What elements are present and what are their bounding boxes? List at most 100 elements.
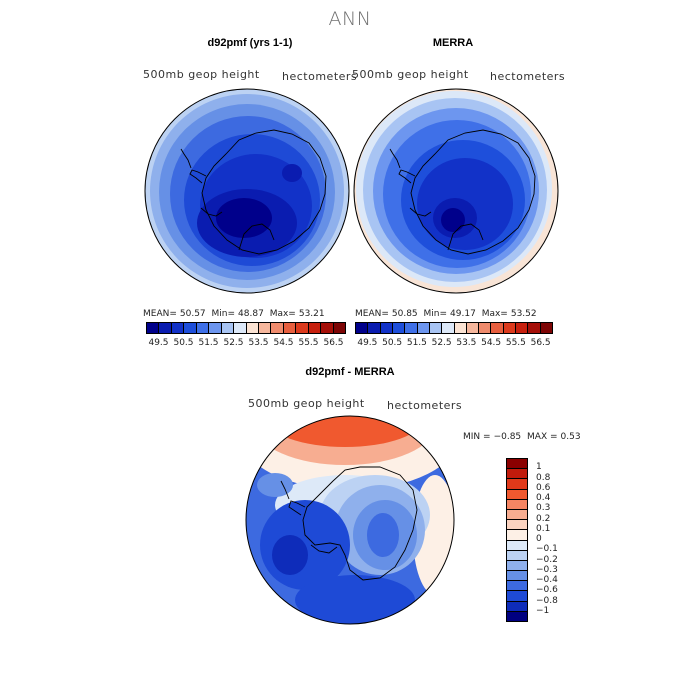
colorbar-obs-swatch bbox=[516, 323, 529, 333]
colorbar-diff-tick-label: 0 bbox=[536, 534, 542, 544]
colorbar-obs-swatch bbox=[491, 323, 504, 333]
units-label-diff: hectometers bbox=[387, 399, 463, 412]
colorbar-diff bbox=[506, 458, 528, 622]
colorbar-obs-swatch bbox=[417, 323, 430, 333]
colorbar-obs-swatch bbox=[368, 323, 381, 333]
colorbar-diff-tick-label: 0.3 bbox=[536, 503, 551, 514]
polar-map-obs bbox=[353, 88, 559, 294]
colorbar-diff-tick-label: −0.4 bbox=[536, 575, 558, 585]
colorbar-diff-swatch bbox=[507, 469, 527, 480]
colorbar-model-swatch bbox=[234, 323, 247, 333]
colorbar-diff-swatch bbox=[507, 611, 527, 621]
colorbar-diff-swatch bbox=[507, 540, 527, 551]
colorbar-diff-swatch bbox=[507, 560, 527, 572]
colorbar-diff-tick-label: 1 bbox=[536, 462, 542, 473]
colorbar-diff-swatch bbox=[507, 591, 527, 602]
colorbar-diff-swatch bbox=[507, 509, 527, 521]
colorbar-model-tick-label: 50.5 bbox=[173, 338, 194, 348]
colorbar-obs bbox=[355, 322, 553, 334]
colorbar-ticks-model: 49.5 50.5 51.5 52.5 53.5 54.5 55.5 56.5 bbox=[146, 338, 346, 348]
colorbar-obs-swatch bbox=[356, 323, 369, 333]
colorbar-obs-swatch bbox=[429, 323, 443, 333]
colorbar-obs-swatch bbox=[503, 323, 517, 333]
colorbar-obs-tick-label: 53.5 bbox=[456, 338, 477, 348]
colorbar-diff-tick-label: −0.6 bbox=[536, 585, 558, 596]
colorbar-obs-swatch bbox=[540, 323, 552, 333]
colorbar-model-swatch bbox=[196, 323, 210, 333]
colorbar-model-swatch bbox=[159, 323, 172, 333]
colorbar-model-swatch bbox=[147, 323, 160, 333]
panel-title-diff: d92pmf - MERRA bbox=[305, 366, 395, 378]
panel-title-model: d92pmf (yrs 1-1) bbox=[207, 37, 293, 49]
units-label-model: hectometers bbox=[282, 70, 358, 83]
variable-label-diff: 500mb geop height bbox=[248, 397, 365, 410]
colorbar-obs-swatch bbox=[479, 323, 492, 333]
colorbar-obs-swatch bbox=[380, 323, 393, 333]
colorbar-obs-tick-label: 54.5 bbox=[481, 338, 502, 348]
colorbar-model-tick-label: 55.5 bbox=[298, 338, 319, 348]
colorbar-obs-swatch bbox=[454, 323, 467, 333]
colorbar-obs-swatch bbox=[392, 323, 406, 333]
colorbar-diff-tick-label: 0.2 bbox=[536, 513, 551, 524]
figure-title: ANN bbox=[328, 8, 372, 30]
colorbar-diff-tick-label: −0.1 bbox=[536, 544, 558, 555]
stats-diff: MIN = −0.85 MAX = 0.53 bbox=[463, 432, 581, 442]
variable-label-model: 500mb geop height bbox=[143, 68, 260, 81]
colorbar-model-tick-label: 56.5 bbox=[323, 338, 344, 348]
colorbar-obs-swatch bbox=[466, 323, 480, 333]
colorbar-obs-swatch bbox=[405, 323, 418, 333]
colorbar-obs-tick-label: 52.5 bbox=[431, 338, 452, 348]
units-label-obs: hectometers bbox=[490, 70, 566, 83]
colorbar-diff-swatch bbox=[507, 550, 527, 561]
colorbar-diff-tick-label: −0.8 bbox=[536, 595, 558, 606]
coastline-model bbox=[180, 129, 327, 255]
colorbar-ticks-obs: 49.5 50.5 51.5 52.5 53.5 54.5 55.5 56.5 bbox=[355, 338, 553, 348]
colorbar-model-swatch bbox=[271, 323, 284, 333]
stats-model: MEAN= 50.57 Min= 48.87 Max= 53.21 bbox=[143, 309, 325, 319]
map-boundary-diff bbox=[245, 415, 455, 625]
colorbar-model-swatch bbox=[321, 323, 334, 333]
colorbar-diff-swatch bbox=[507, 479, 527, 490]
colorbar-model-swatch bbox=[283, 323, 297, 333]
colorbar-obs-tick-label: 55.5 bbox=[505, 338, 526, 348]
colorbar-model-swatch bbox=[258, 323, 272, 333]
colorbar-model bbox=[146, 322, 346, 334]
colorbar-diff-swatch bbox=[507, 459, 527, 470]
colorbar-diff-tick-label: −0.3 bbox=[536, 564, 558, 575]
colorbar-model-swatch bbox=[296, 323, 309, 333]
colorbar-model-tick-label: 49.5 bbox=[148, 338, 169, 348]
colorbar-model-swatch bbox=[221, 323, 235, 333]
colorbar-obs-swatch bbox=[442, 323, 455, 333]
colorbar-diff-tick-label: 0.6 bbox=[536, 482, 551, 493]
colorbar-model-swatch bbox=[184, 323, 197, 333]
colorbar-model-swatch bbox=[308, 323, 322, 333]
colorbar-diff-swatch bbox=[507, 520, 527, 531]
colorbar-diff-swatch bbox=[507, 581, 527, 592]
polar-map-diff bbox=[245, 415, 455, 625]
colorbar-diff-swatch bbox=[507, 499, 527, 510]
colorbar-model-tick-label: 52.5 bbox=[223, 338, 244, 348]
colorbar-model-swatch bbox=[333, 323, 345, 333]
polar-map-model bbox=[144, 88, 350, 294]
panel-title-obs: MERRA bbox=[432, 37, 474, 49]
colorbar-obs-tick-label: 49.5 bbox=[357, 338, 378, 348]
colorbar-obs-tick-label: 50.5 bbox=[382, 338, 403, 348]
colorbar-model-swatch bbox=[246, 323, 259, 333]
colorbar-model-tick-label: 51.5 bbox=[198, 338, 219, 348]
colorbar-obs-tick-label: 51.5 bbox=[406, 338, 427, 348]
colorbar-diff-tick-label: 0.8 bbox=[536, 472, 551, 483]
colorbar-model-swatch bbox=[209, 323, 222, 333]
colorbar-model-swatch bbox=[171, 323, 185, 333]
colorbar-obs-swatch bbox=[528, 323, 541, 333]
colorbar-model-tick-label: 53.5 bbox=[248, 338, 269, 348]
stats-obs: MEAN= 50.85 Min= 49.17 Max= 53.52 bbox=[355, 309, 537, 319]
colorbar-diff-tick-label: −0.2 bbox=[536, 554, 558, 565]
colorbar-ticks-diff: 1 0.8 0.6 0.4 0.3 0.2 0.1 0 −0.1 −0.2 −0.3 −0.4 −0.6… bbox=[536, 458, 576, 622]
map-boundary-obs bbox=[353, 88, 559, 294]
colorbar-obs-tick-label: 56.5 bbox=[530, 338, 551, 348]
coastline-diff bbox=[280, 466, 418, 581]
coastline-obs bbox=[389, 129, 536, 255]
colorbar-diff-tick-label: 0.1 bbox=[536, 523, 551, 534]
colorbar-diff-tick-label: −1 bbox=[536, 605, 550, 616]
colorbar-model-tick-label: 54.5 bbox=[273, 338, 294, 348]
